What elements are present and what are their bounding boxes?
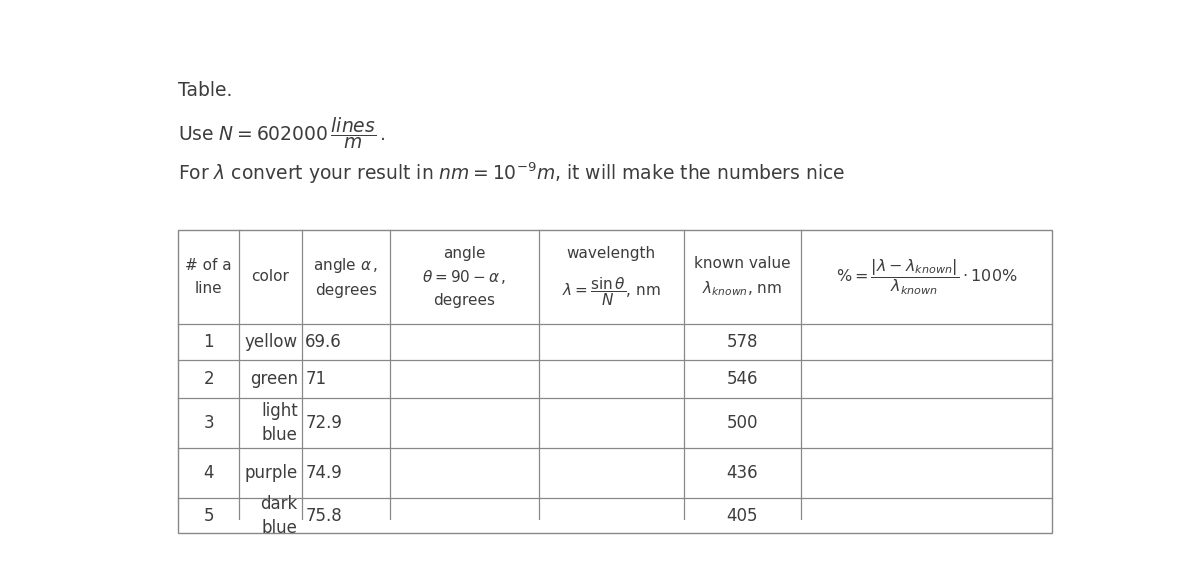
Text: 500: 500 <box>727 414 758 432</box>
Text: 75.8: 75.8 <box>305 507 342 524</box>
Text: 3: 3 <box>203 414 214 432</box>
Text: 72.9: 72.9 <box>305 414 342 432</box>
Text: angle
$\theta = 90 - \alpha\,,$
degrees: angle $\theta = 90 - \alpha\,,$ degrees <box>422 246 506 308</box>
Text: 436: 436 <box>726 464 758 482</box>
Text: yellow: yellow <box>245 333 298 351</box>
Text: wavelength
$\lambda = \dfrac{\sin\theta}{N}$, nm: wavelength $\lambda = \dfrac{\sin\theta}… <box>562 246 661 308</box>
Text: angle $\alpha\,,$
degrees: angle $\alpha\,,$ degrees <box>313 256 378 297</box>
Text: 5: 5 <box>203 507 214 524</box>
Text: 71: 71 <box>305 370 326 388</box>
Text: 546: 546 <box>727 370 758 388</box>
Text: 405: 405 <box>727 507 758 524</box>
Text: 1: 1 <box>203 333 214 351</box>
Text: For $\lambda$ convert your result in $\mathit{nm} = 10^{-9}\mathit{m}$, it will : For $\lambda$ convert your result in $\m… <box>178 160 845 186</box>
Text: 4: 4 <box>203 464 214 482</box>
Text: green: green <box>250 370 298 388</box>
Text: 2: 2 <box>203 370 214 388</box>
Text: purple: purple <box>245 464 298 482</box>
Text: known value
$\lambda_{known}$, nm: known value $\lambda_{known}$, nm <box>694 256 791 298</box>
Text: color: color <box>252 269 289 284</box>
Text: 74.9: 74.9 <box>305 464 342 482</box>
Text: 578: 578 <box>727 333 758 351</box>
Text: # of a
line: # of a line <box>185 258 232 296</box>
Text: light
blue: light blue <box>262 402 298 444</box>
Text: dark
blue: dark blue <box>260 495 298 537</box>
Text: 69.6: 69.6 <box>305 333 342 351</box>
Text: Use $N = 602000\,\dfrac{\mathit{lines}}{\mathit{m}}\,.$: Use $N = 602000\,\dfrac{\mathit{lines}}{… <box>178 115 385 151</box>
Bar <box>178 230 1052 533</box>
Text: Table.: Table. <box>178 81 233 100</box>
Text: $\% = \dfrac{|\lambda - \lambda_{known}|}{\lambda_{known}} \cdot 100\%$: $\% = \dfrac{|\lambda - \lambda_{known}|… <box>835 257 1018 297</box>
